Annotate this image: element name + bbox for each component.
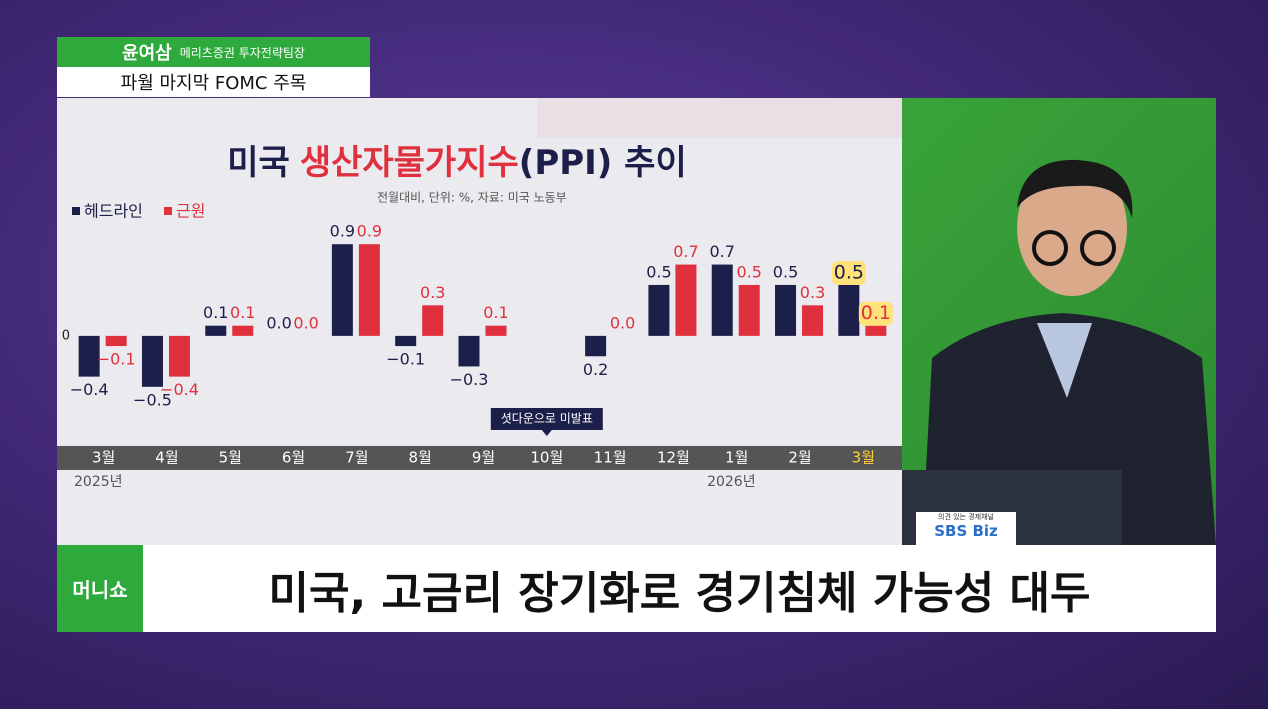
x-tick-label: 12월	[657, 449, 690, 467]
value-label: 0.3	[800, 283, 825, 302]
x-tick-label: 3월	[852, 449, 875, 467]
x-tick-label: 9월	[472, 449, 495, 467]
value-label: −0.5	[133, 390, 172, 409]
x-tick-label: 3월	[92, 449, 115, 467]
value-label: 0.5	[773, 262, 798, 281]
value-label: −0.4	[160, 380, 199, 399]
annotation-pointer	[541, 430, 552, 436]
value-label: 0.0	[610, 313, 635, 332]
chart: 미국 생산자물가지수(PPI) 추이 전월대비, 단위: %, 자료: 미국 노동…	[57, 98, 902, 545]
desk-slogan: 의견 있는 경제채널	[938, 513, 994, 521]
x-tick-label: 2월	[788, 449, 811, 467]
title-part: 미국	[227, 143, 290, 183]
bar	[838, 284, 860, 336]
bar	[458, 335, 480, 367]
title-part: 생산자물가지수	[300, 143, 519, 183]
value-label: 0.1	[203, 303, 228, 322]
value-label: 0.0	[266, 313, 291, 332]
bar	[485, 325, 507, 336]
year-label: 2025년	[74, 474, 123, 490]
topic-banner: 파월 마지막 FOMC 주목	[57, 67, 370, 97]
hair	[1017, 159, 1133, 218]
flag-stripe	[537, 98, 902, 138]
bar	[802, 305, 824, 336]
speaker-name: 윤여삼	[122, 43, 172, 64]
value-label: 0.9	[330, 222, 355, 241]
studio-panel: 의견 있는 경제채널 SBS Biz	[902, 98, 1216, 545]
bar	[711, 264, 733, 336]
bar	[675, 264, 697, 336]
bar	[585, 335, 607, 357]
value-label: 0.3	[420, 283, 445, 302]
legend-label: 헤드라인	[84, 202, 143, 221]
bar	[775, 284, 797, 336]
bar	[422, 305, 444, 336]
glasses	[1032, 230, 1068, 266]
x-tick-label: 11월	[594, 449, 627, 467]
bar	[738, 284, 760, 336]
bar	[232, 325, 254, 336]
desk-brand: SBS Biz	[934, 522, 998, 540]
value-label: −0.3	[450, 370, 489, 389]
value-label: 0.1	[483, 303, 508, 322]
bar	[168, 335, 190, 377]
x-tick-label: 1월	[725, 449, 748, 467]
person	[902, 159, 1216, 545]
caption-logo: 머니쇼	[57, 545, 143, 632]
bar	[331, 244, 353, 336]
value-label: 0.9	[357, 222, 382, 241]
name-banner: 윤여삼 메리츠증권 투자전략팀장	[57, 37, 370, 67]
chart-subtitle: 전월대비, 단위: %, 자료: 미국 노동부	[377, 191, 567, 205]
x-tick-label: 7월	[345, 449, 368, 467]
value-label: 0.1	[230, 303, 255, 322]
bar	[358, 244, 380, 336]
bar	[865, 325, 887, 336]
bar	[205, 325, 227, 336]
annotation-box	[490, 408, 603, 430]
chart-title: 미국 생산자물가지수(PPI) 추이	[227, 143, 687, 183]
value-label: 0.2	[583, 360, 608, 379]
caption-bar: 미국, 고금리 장기화로 경기침체 가능성 대두	[143, 545, 1216, 632]
legend-swatch	[72, 207, 80, 215]
bar	[78, 335, 100, 377]
year-label: 2026년	[707, 474, 756, 490]
legend-swatch	[164, 207, 172, 215]
x-tick-label: 6월	[282, 449, 305, 467]
value-label: −0.1	[386, 350, 425, 369]
shirt	[1037, 323, 1092, 398]
y-tick-label: 0	[62, 328, 70, 343]
label-highlight	[831, 260, 866, 285]
value-label: 0.5	[737, 262, 762, 281]
x-tick-label: 8월	[409, 449, 432, 467]
value-label: 0.0	[293, 313, 318, 332]
value-label: 0.7	[673, 242, 698, 261]
annotation: 셧다운으로 미발표	[501, 412, 593, 426]
value-label: −0.4	[70, 380, 109, 399]
x-tick-label: 4월	[155, 449, 178, 467]
logo: 머니쇼	[72, 578, 128, 602]
value-label: −0.1	[97, 350, 136, 369]
chart-background	[57, 98, 902, 545]
x-tick-label: 10월	[530, 449, 563, 467]
bar	[141, 335, 163, 387]
bar	[648, 284, 670, 336]
bar	[395, 335, 417, 347]
desk-sign: 의견 있는 경제채널 SBS Biz	[916, 512, 1016, 545]
headline: 미국, 고금리 장기화로 경기침체 가능성 대두	[268, 567, 1091, 619]
label-highlight	[858, 301, 893, 326]
title-part: (PPI) 추이	[519, 143, 687, 183]
value-label: 0.1	[861, 302, 891, 324]
value-label: 0.7	[710, 242, 735, 261]
value-label: 0.5	[646, 262, 671, 281]
topic: 파월 마지막 FOMC 주목	[120, 73, 307, 94]
category-band	[57, 446, 902, 470]
glasses	[1080, 230, 1116, 266]
x-tick-label: 5월	[219, 449, 242, 467]
speaker-role: 메리츠증권 투자전략팀장	[179, 45, 305, 60]
bar	[105, 335, 127, 347]
value-label: 0.5	[834, 261, 864, 283]
legend-label: 근원	[176, 202, 205, 221]
